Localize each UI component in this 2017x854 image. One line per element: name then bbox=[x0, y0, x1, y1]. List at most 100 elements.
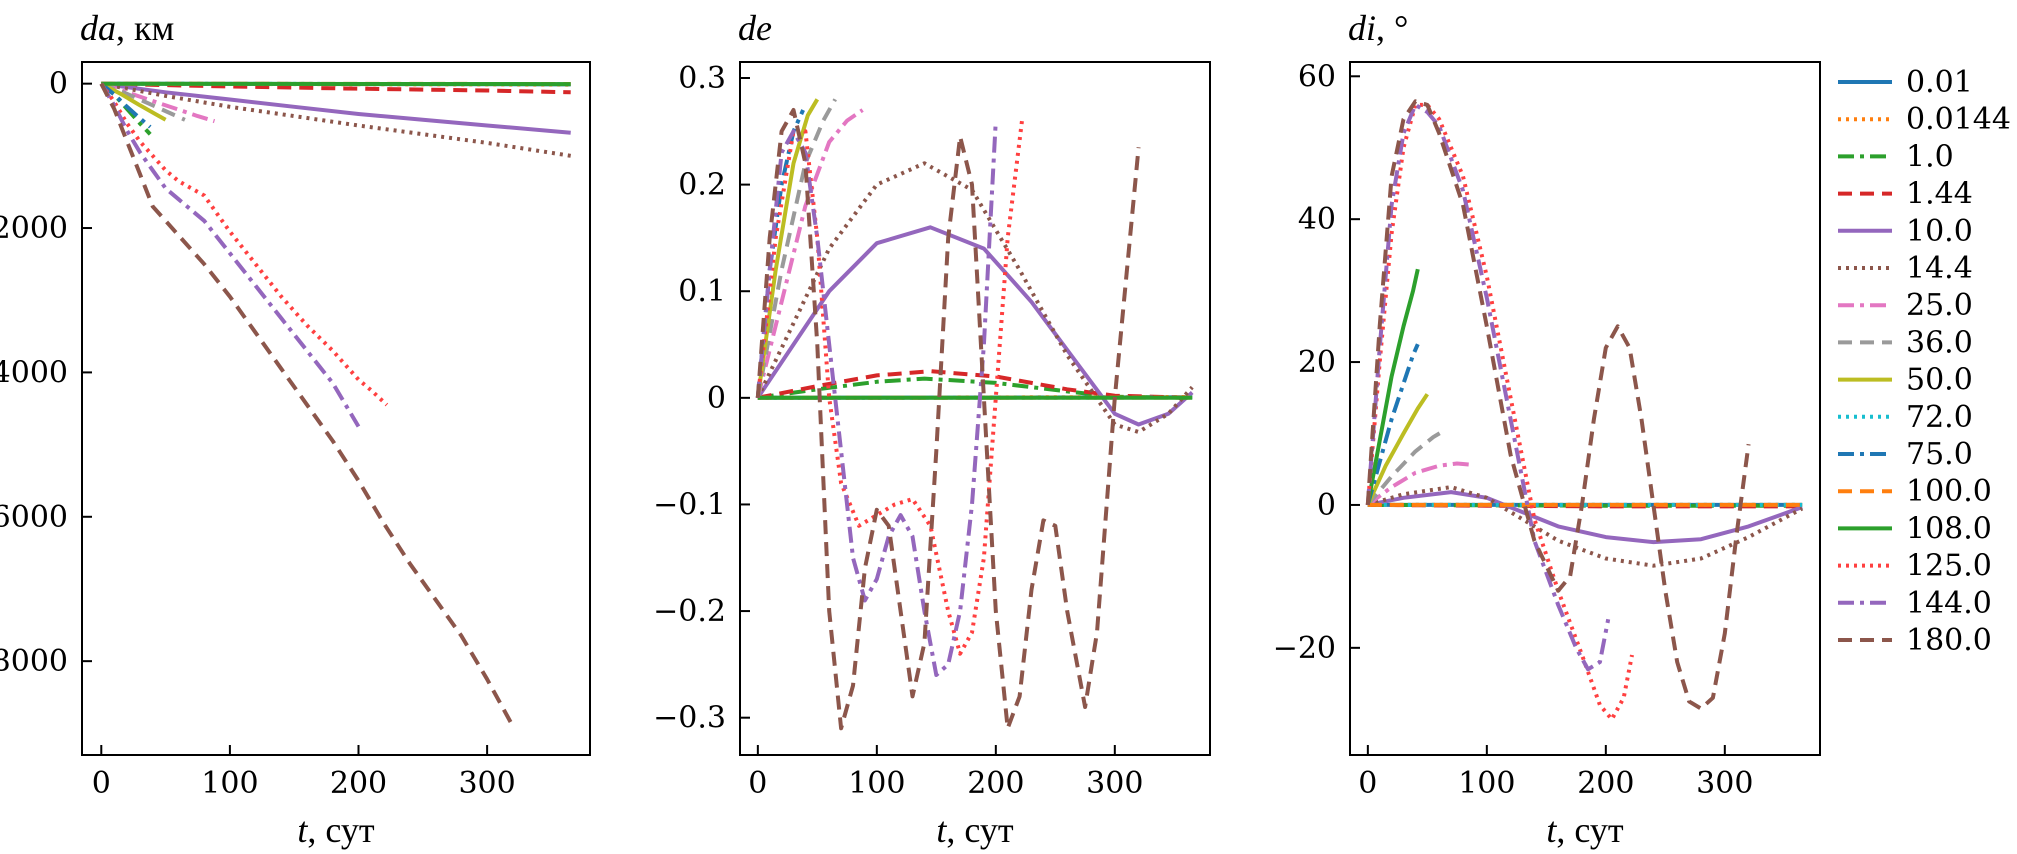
series-group bbox=[755, 98, 1194, 731]
legend-label: 72.0 bbox=[1906, 400, 1973, 435]
y-tick-label: −2000 bbox=[0, 211, 68, 246]
x-tick-label: 300 bbox=[1696, 766, 1753, 801]
x-tick-label: 200 bbox=[967, 766, 1024, 801]
axes-frame bbox=[81, 61, 591, 756]
series-group bbox=[1365, 99, 1804, 722]
series-144.0 bbox=[99, 82, 361, 428]
legend-label: 14.4 bbox=[1906, 251, 1973, 286]
x-tick-label: 100 bbox=[201, 766, 258, 801]
legend-item: 1.44 bbox=[1838, 177, 1973, 212]
legend-label: 1.0 bbox=[1906, 139, 1954, 174]
x-tick-label: 100 bbox=[848, 766, 905, 801]
y-tick-label: 20 bbox=[1298, 345, 1336, 380]
y-axis-symbol: de bbox=[738, 8, 772, 48]
series-group bbox=[99, 81, 572, 728]
series-1.44 bbox=[757, 369, 1193, 400]
y-axis-title: de bbox=[738, 8, 772, 48]
series-75.0 bbox=[100, 82, 152, 129]
y-tick-label: −4000 bbox=[0, 355, 68, 390]
y-tick-label: −8000 bbox=[0, 644, 68, 679]
y-tick-label: −0.3 bbox=[653, 701, 726, 736]
series-50.0 bbox=[100, 81, 167, 122]
panel-de: 0 100 200 300 0.3 0.2 0.1 0 −0.1 −0.2 −0.3 de t, сут bbox=[653, 8, 1211, 850]
x-tick-label: 0 bbox=[1358, 766, 1377, 801]
series-50.0 bbox=[1365, 393, 1429, 506]
series-36.0 bbox=[755, 98, 837, 399]
y-tick-label: 40 bbox=[1298, 202, 1336, 237]
x-axis-unit: , сут bbox=[307, 810, 375, 850]
series-144.0 bbox=[1365, 102, 1611, 672]
series-75.0 bbox=[1365, 343, 1420, 506]
series-180.0 bbox=[755, 108, 1141, 731]
series-125.0 bbox=[1365, 102, 1634, 722]
legend-label: 10.0 bbox=[1906, 214, 1973, 249]
y-tick-label: 0.1 bbox=[678, 274, 726, 309]
legend-item: 10.0 bbox=[1838, 214, 1973, 249]
y-tick-label: 0.2 bbox=[678, 168, 726, 203]
legend-label: 100.0 bbox=[1906, 474, 1992, 509]
legend-label: 144.0 bbox=[1906, 586, 1992, 621]
legend-label: 125.0 bbox=[1906, 549, 1992, 584]
series-125.0 bbox=[755, 120, 1024, 656]
series-14.4 bbox=[1367, 485, 1804, 568]
legend-label: 75.0 bbox=[1906, 437, 1973, 472]
legend-item: 180.0 bbox=[1838, 623, 1992, 658]
y-axis-symbol: da bbox=[80, 8, 116, 48]
x-tick-label: 200 bbox=[330, 766, 387, 801]
legend-item: 108.0 bbox=[1838, 511, 1992, 546]
legend-label: 0.0144 bbox=[1906, 102, 2011, 137]
legend-item: 14.4 bbox=[1838, 251, 1973, 286]
legend-item: 72.0 bbox=[1838, 400, 1973, 435]
x-axis-symbol: t bbox=[936, 810, 947, 850]
legend-label: 1.44 bbox=[1906, 177, 1973, 212]
y-tick-label: −20 bbox=[1273, 631, 1336, 666]
legend-label: 108.0 bbox=[1906, 511, 1992, 546]
y-axis-title: di, ° bbox=[1348, 8, 1408, 48]
series-125.0 bbox=[99, 82, 389, 407]
x-tick-label: 300 bbox=[458, 766, 515, 801]
y-tick-label: −0.1 bbox=[653, 487, 726, 522]
series-25.0 bbox=[1366, 461, 1473, 507]
y-axis-unit: , ° bbox=[1376, 8, 1408, 48]
series-36.0 bbox=[1366, 428, 1447, 507]
x-tick-label: 0 bbox=[92, 766, 111, 801]
legend-label: 0.01 bbox=[1906, 65, 1973, 100]
x-axis-unit: , сут bbox=[1556, 810, 1624, 850]
y-tick-label: −6000 bbox=[0, 500, 68, 535]
legend-item: 1.0 bbox=[1838, 139, 1954, 174]
y-axis-unit: , км bbox=[116, 8, 174, 48]
series-25.0 bbox=[755, 108, 864, 399]
y-tick-label: 0 bbox=[707, 381, 726, 416]
legend-item: 125.0 bbox=[1838, 549, 1992, 584]
legend-item: 50.0 bbox=[1838, 363, 1973, 398]
x-axis-symbol: t bbox=[1546, 810, 1557, 850]
x-axis-title: t, сут bbox=[297, 810, 375, 850]
legend-item: 0.0144 bbox=[1838, 102, 2011, 137]
series-75.0 bbox=[755, 109, 805, 398]
x-axis-unit: , сут bbox=[946, 810, 1014, 850]
legend-label: 50.0 bbox=[1906, 363, 1973, 398]
series-180.0 bbox=[99, 82, 515, 728]
y-tick-label: 0.3 bbox=[678, 61, 726, 96]
series-10.0 bbox=[101, 81, 571, 135]
legend-item: 0.01 bbox=[1838, 65, 1973, 100]
series-14.4 bbox=[755, 161, 1194, 434]
x-axis-title: t, сут bbox=[1546, 810, 1624, 850]
legend-label: 36.0 bbox=[1906, 325, 1973, 360]
x-tick-label: 0 bbox=[748, 766, 767, 801]
series-10.0 bbox=[1367, 490, 1803, 545]
series-36.0 bbox=[100, 81, 186, 122]
axes-frame bbox=[739, 61, 1211, 756]
x-tick-label: 300 bbox=[1086, 766, 1143, 801]
x-tick-label: 100 bbox=[1458, 766, 1515, 801]
y-axis-symbol: di bbox=[1348, 8, 1376, 48]
axes-frame bbox=[1349, 61, 1821, 756]
series-180.0 bbox=[1365, 99, 1751, 711]
y-tick-label: 0 bbox=[1317, 488, 1336, 523]
legend-item: 144.0 bbox=[1838, 586, 1992, 621]
legend-item: 25.0 bbox=[1838, 288, 1973, 323]
legend-item: 36.0 bbox=[1838, 325, 1973, 360]
legend-label: 25.0 bbox=[1906, 288, 1973, 323]
